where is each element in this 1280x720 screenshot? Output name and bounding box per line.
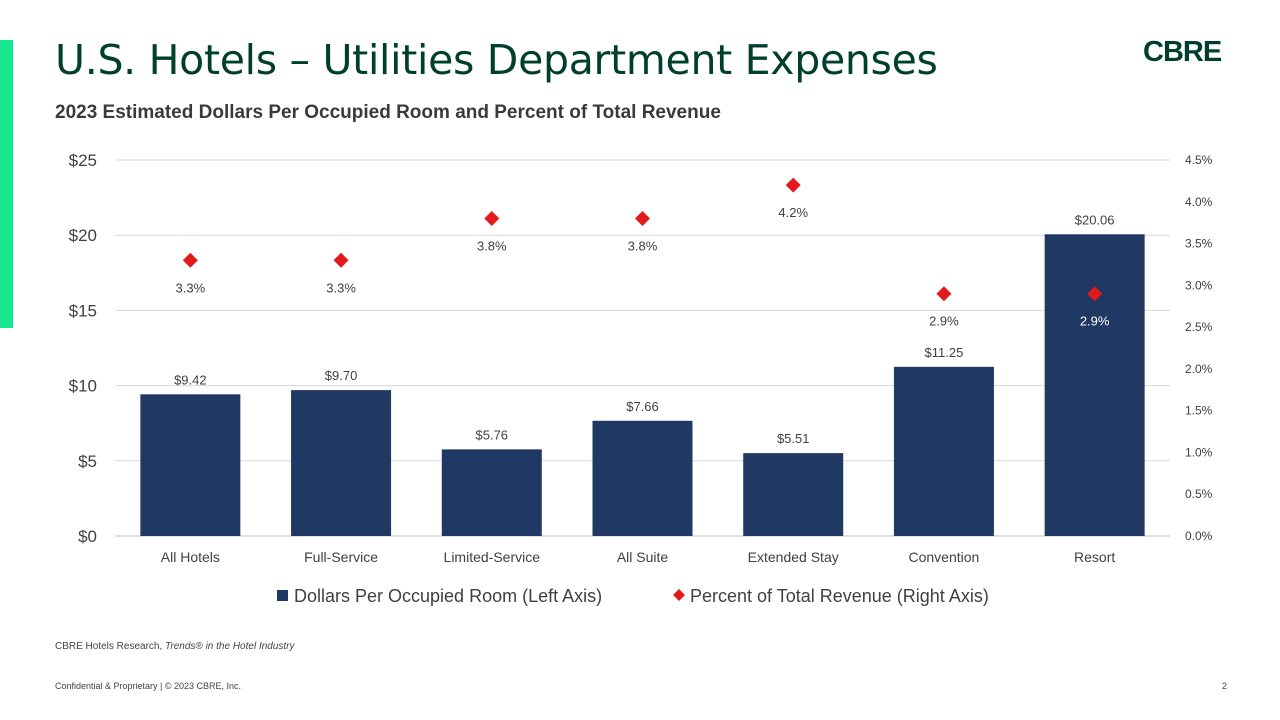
right-tick-label: 3.5% — [1185, 237, 1213, 251]
percent-data-label: 4.2% — [778, 205, 808, 220]
bar — [893, 366, 994, 536]
left-tick-label: $10 — [69, 377, 97, 396]
category-label: Limited-Service — [444, 549, 541, 565]
right-tick-label: 1.0% — [1185, 445, 1213, 459]
bar — [291, 390, 392, 536]
legend-bar-swatch — [277, 590, 288, 601]
category-label: All Hotels — [161, 549, 220, 565]
percent-data-label: 2.9% — [1080, 314, 1110, 329]
bar — [140, 394, 241, 536]
percent-marker — [182, 252, 198, 268]
bar-data-label: $11.25 — [925, 345, 964, 360]
page-subtitle: 2023 Estimated Dollars Per Occupied Room… — [55, 102, 721, 123]
legend-bar-label: Dollars Per Occupied Room (Left Axis) — [294, 586, 602, 606]
accent-bar — [0, 40, 13, 328]
category-label: Resort — [1074, 549, 1115, 565]
category-label: Convention — [909, 549, 980, 565]
source-note: CBRE Hotels Research, Trends® in the Hot… — [55, 641, 295, 652]
percent-data-label: 3.3% — [176, 280, 206, 295]
percent-marker — [635, 210, 650, 226]
right-tick-label: 4.0% — [1185, 195, 1213, 209]
right-tick-label: 2.5% — [1185, 320, 1213, 334]
percent-data-label: 2.9% — [929, 314, 959, 329]
percent-marker — [484, 210, 500, 226]
percent-data-label: 3.8% — [477, 238, 507, 253]
bar — [441, 449, 542, 536]
left-tick-label: $20 — [69, 226, 97, 245]
bar-data-label: $7.66 — [626, 399, 659, 414]
left-tick-label: $0 — [78, 527, 97, 546]
percent-data-label: 3.3% — [326, 280, 356, 295]
left-tick-label: $25 — [69, 151, 97, 170]
bar-data-label: $5.76 — [476, 427, 509, 442]
footer-text: Confidential & Proprietary | © 2023 CBRE… — [55, 681, 242, 691]
bar-data-label: $9.42 — [174, 372, 207, 387]
left-tick-label: $5 — [78, 452, 97, 471]
right-tick-label: 3.0% — [1185, 278, 1213, 292]
legend-percent-label: Percent of Total Revenue (Right Axis) — [690, 586, 989, 606]
page-number: 2 — [1222, 681, 1228, 691]
right-tick-label: 2.0% — [1185, 362, 1213, 376]
bar — [592, 420, 693, 536]
category-label: Extended Stay — [748, 549, 839, 565]
bar-data-label: $20.06 — [1075, 212, 1115, 227]
bar-data-label: $9.70 — [325, 368, 358, 383]
page-title: U.S. Hotels – Utilities Department Expen… — [55, 36, 938, 84]
percent-marker — [333, 252, 349, 268]
legend-diamond-swatch — [673, 589, 685, 601]
right-tick-label: 0.5% — [1185, 487, 1213, 501]
percent-data-label: 3.8% — [628, 238, 658, 253]
cbre-logo: CBRE — [1143, 36, 1222, 68]
right-tick-label: 0.0% — [1185, 529, 1213, 543]
right-tick-label: 4.5% — [1185, 153, 1213, 167]
percent-marker — [1087, 286, 1103, 302]
category-label: Full-Service — [304, 549, 378, 565]
bar — [743, 453, 844, 536]
percent-marker — [785, 177, 801, 193]
bar-data-label: $5.51 — [777, 431, 810, 446]
right-tick-label: 1.5% — [1185, 404, 1213, 418]
bar — [1044, 234, 1145, 536]
percent-marker — [936, 286, 952, 302]
category-label: All Suite — [617, 549, 669, 565]
left-tick-label: $15 — [69, 301, 97, 320]
